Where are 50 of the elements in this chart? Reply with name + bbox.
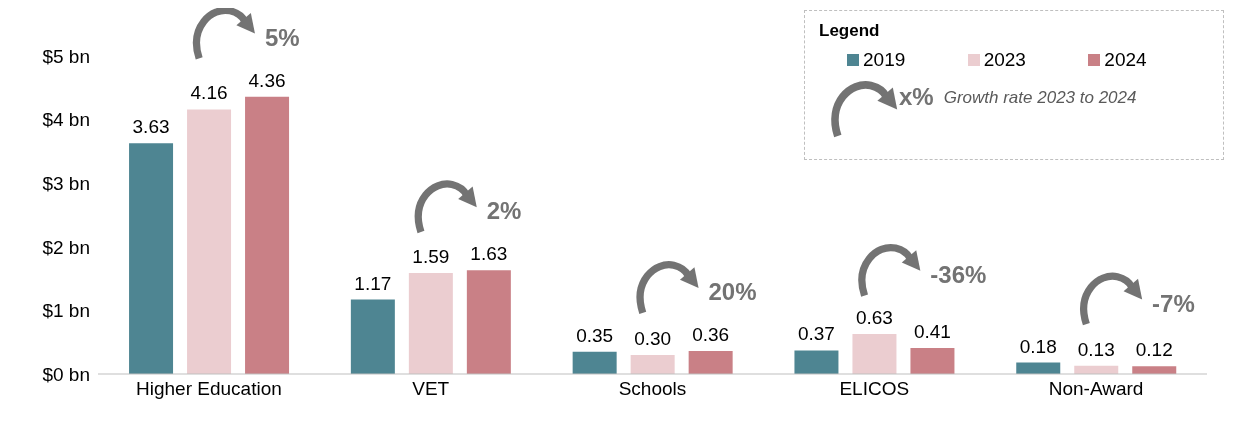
x-tick-label: ELICOS: [839, 378, 910, 400]
x-tick-label: Higher Education: [136, 378, 282, 400]
annotation: x%: [899, 83, 934, 111]
y-tick-label: $1 bn: [42, 300, 90, 322]
data-label: 0.30: [634, 327, 672, 349]
data-label: 0.37: [797, 323, 835, 345]
bar: [688, 351, 733, 374]
y-tick-label: $3 bn: [42, 172, 90, 194]
legend-label: 2019: [862, 49, 907, 71]
data-label: 0.35: [576, 324, 614, 346]
bar: [630, 354, 675, 374]
data-label: 0.36: [692, 324, 730, 346]
y-tick-label: $0 bn: [42, 363, 90, 385]
y-tick-label: $4 bn: [42, 109, 90, 131]
bar: [1132, 366, 1177, 374]
annotation: 2%: [486, 197, 522, 225]
data-label: 1.59: [412, 245, 450, 267]
data-label: 0.41: [913, 320, 951, 342]
legend-title: Legend: [819, 21, 881, 41]
annotation: -7%: [1152, 289, 1195, 317]
bar: [572, 351, 617, 374]
bar: [350, 299, 395, 374]
annotation: Growth rate 2023 to 2024: [943, 88, 1137, 108]
annotation: 20%: [708, 278, 757, 306]
annotation: -36%: [930, 260, 987, 288]
data-label: 1.63: [470, 243, 508, 265]
data-label: 4.36: [248, 69, 286, 91]
bar: [245, 96, 290, 374]
legend-label: 2023: [982, 49, 1027, 71]
bar: [794, 350, 839, 374]
data-label: 0.12: [1135, 339, 1173, 361]
data-label: 0.63: [855, 306, 893, 328]
data-label: 3.63: [132, 116, 170, 138]
data-label: 0.18: [1019, 335, 1057, 357]
x-tick-label: VET: [412, 378, 450, 400]
bar: [129, 143, 174, 374]
text: 5%: [264, 23, 300, 51]
data-label: 4.16: [190, 82, 228, 104]
bar: [466, 270, 511, 374]
x-tick-label: Schools: [618, 378, 687, 400]
x-tick-label: Non-Award: [1048, 378, 1144, 400]
y-tick-label: $5 bn: [42, 45, 90, 67]
bar: [910, 347, 955, 374]
bar: [408, 272, 453, 374]
y-tick-label: $2 bn: [42, 236, 90, 258]
legend-label: 2024: [1103, 49, 1148, 71]
bar: [187, 109, 232, 374]
bar: [852, 333, 897, 374]
data-label: 0.13: [1077, 338, 1115, 360]
data-label: 1.17: [354, 272, 392, 294]
